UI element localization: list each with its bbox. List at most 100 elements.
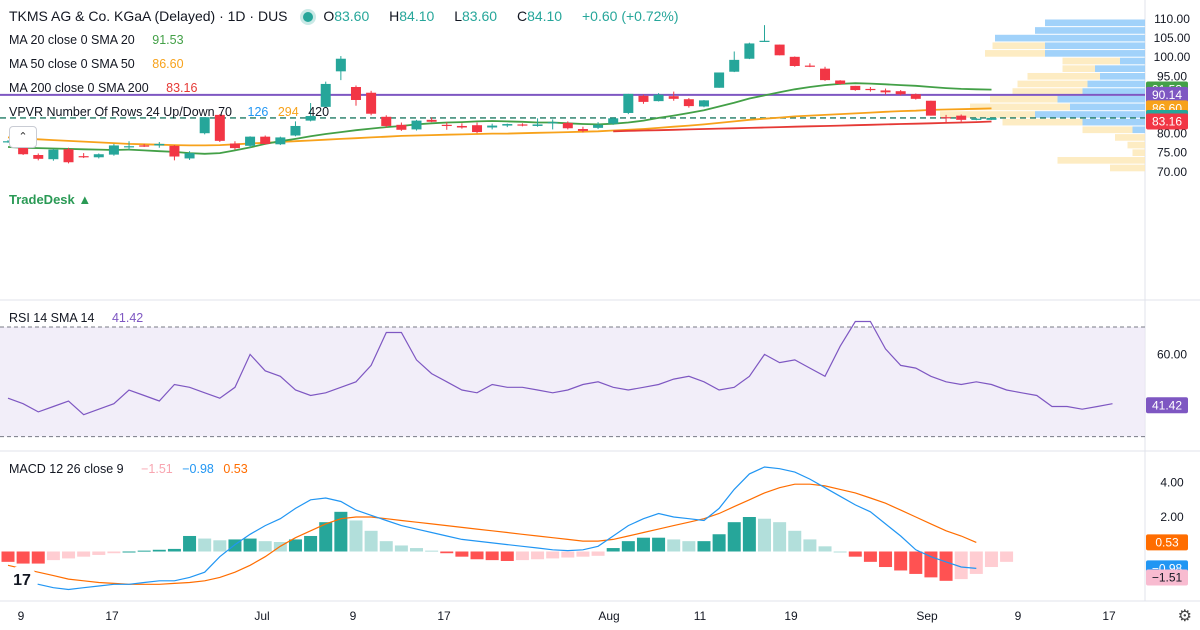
vp-row-down [1057,157,1145,164]
macd-histogram-bar [334,511,348,552]
time-tick-label: 9 [18,609,25,623]
macd-tick-label: 2.00 [1160,510,1184,524]
sma50-line [7,107,992,147]
candle-body [63,149,74,163]
price-tick-label: 100.00 [1154,50,1191,64]
candle-body [850,85,861,91]
candle-body [774,44,785,56]
macd-histogram-bar [349,520,363,552]
macd-histogram-bar [969,551,983,574]
price-label-box [1146,86,1188,103]
macd-histogram-bar [667,539,681,552]
legend-ma50[interactable]: MA 50 close 0 SMA 50 86.60 [9,57,190,71]
candle-body [18,146,29,155]
candle-body [214,114,225,141]
vp-row-down [1062,65,1095,72]
candle-body [229,143,240,149]
legend-macd-signal: 0.53 [223,462,248,476]
candle-body [290,125,301,136]
legend-macd[interactable]: MACD 12 26 close 9 −1.51 −0.98 0.53 [9,462,254,476]
candle-body [698,100,709,107]
vp-row-up [1100,72,1145,80]
candle-body [48,149,59,160]
macd-histogram-bar [258,541,272,552]
tv-logo-text: 17 [13,572,31,589]
triangle-icon: ▲ [78,192,92,207]
candle-body [895,91,906,95]
time-axis: 9 17 Jul 9 17 Aug 11 19 Sep 9 17 [18,609,1116,623]
candle-body [305,116,316,121]
candle-body [835,80,846,84]
vp-row-up [1087,80,1145,88]
legend-rsi[interactable]: RSI 14 SMA 14 41.42 [9,311,149,325]
macd-line [7,466,977,591]
macd-label-box [1146,534,1188,551]
candle-body [366,92,377,114]
vp-row-up [995,34,1145,42]
time-tick-label: 9 [1015,609,1022,623]
candle-body [3,141,13,143]
candle-body [683,99,694,107]
vp-row-up [1120,57,1145,65]
macd-histogram-bar [92,551,106,555]
candle-body [335,58,346,72]
candle-body [653,94,664,102]
macd-histogram-bar [531,551,545,560]
vp-row-up [1132,126,1145,134]
gear-icon[interactable]: ⚙ [1177,608,1192,625]
macd-histogram-bar [198,538,212,552]
time-tick-label: 17 [105,609,119,623]
legend-macd-line: −0.98 [182,462,214,476]
price-label-box [1146,113,1188,130]
open-value: 83.60 [334,8,370,24]
watermark-text: TradeDesk [9,192,75,207]
legend-vpvr[interactable]: VPVR Number Of Rows 24 Up/Down 70 126 29… [9,105,335,119]
legend-macd-label: MACD 12 26 close 9 [9,462,124,476]
candle-body [154,143,165,146]
tradingview-logo[interactable]: 17 [6,566,38,596]
candle-body [986,117,997,120]
candle-body [139,145,150,147]
macd-histogram-bar [712,534,726,552]
macd-histogram-bar [364,530,378,552]
macd-histogram-bar [152,549,166,552]
macd-histogram-bar [77,551,91,557]
macd-histogram-bar [410,548,424,552]
macd-histogram-bar [213,540,227,552]
candle-body [577,129,588,131]
legend-ma200[interactable]: MA 200 close 0 SMA 200 83.16 [9,81,203,95]
time-tick-label: 9 [350,609,357,623]
candle-body [108,145,119,155]
candle-body [441,124,452,127]
vp-row-down [1012,88,1083,95]
vp-row-up [1082,118,1145,126]
candle-body [320,83,331,107]
macd-histogram-bar [485,551,499,561]
candle-body [33,154,44,159]
macd-histogram-bar [500,551,514,561]
legend-ma50-value: 86.60 [152,57,184,71]
symbol-title[interactable]: TKMS AG & Co. KGaA (Delayed) · 1D · DUS [9,8,288,24]
macd-histogram-bar [167,548,181,552]
legend-vpvr-up: 126 [247,105,269,119]
candle-body [729,59,740,72]
legend-ma20[interactable]: MA 20 close 0 SMA 20 91.53 [9,33,190,47]
macd-histogram-bar [773,522,787,552]
time-tick-label: Aug [598,609,619,623]
price-tick-label: 70.00 [1157,165,1187,179]
macd-histogram-bar [652,537,666,552]
candle-body [804,65,815,67]
macd-histogram-bar [107,551,121,554]
price-axis: 70.0075.0080.0085.0090.0095.00100.00105.… [1146,12,1191,586]
time-tick-label: Jul [254,609,269,623]
candle-body [714,72,725,88]
macd-histogram-bar [984,551,998,568]
macd-pane [1,466,1014,591]
macd-histogram-bar [833,551,847,553]
macd-histogram-bar [818,546,832,552]
macd-histogram-bar [394,545,408,552]
macd-histogram-bar [924,551,938,578]
collapse-legend-button[interactable]: ⌃ [9,126,37,148]
legend-ma20-value: 91.53 [152,33,184,47]
